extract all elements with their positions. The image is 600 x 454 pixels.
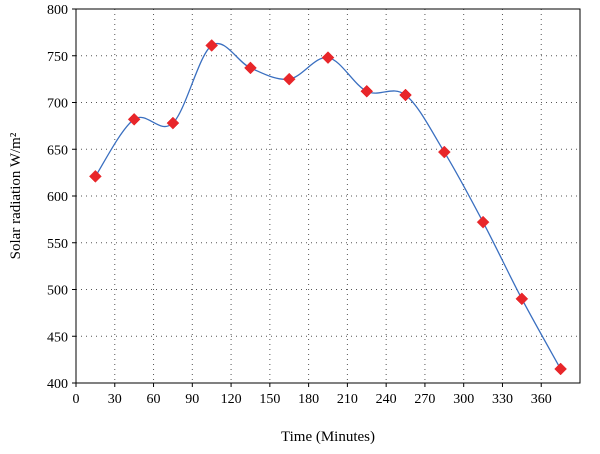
y-tick-label: 600 bbox=[47, 190, 68, 205]
x-tick-label: 180 bbox=[298, 392, 319, 407]
y-tick-label: 800 bbox=[47, 3, 68, 18]
y-tick-label: 700 bbox=[47, 97, 68, 112]
x-tick-label: 300 bbox=[453, 392, 474, 407]
x-tick-label: 60 bbox=[147, 392, 161, 407]
data-point-marker bbox=[166, 116, 180, 130]
x-tick-label: 270 bbox=[414, 392, 435, 407]
y-tick-label: 500 bbox=[47, 284, 68, 299]
x-tick-label: 150 bbox=[259, 392, 280, 407]
y-tick-label: 450 bbox=[47, 330, 68, 345]
data-point-marker bbox=[89, 170, 102, 183]
x-tick-label: 90 bbox=[185, 392, 199, 407]
x-tick-label: 0 bbox=[73, 392, 80, 407]
y-axis-title: Solar radiation W/m² bbox=[8, 132, 24, 259]
data-point-marker bbox=[360, 84, 374, 98]
data-point-marker bbox=[399, 88, 412, 102]
x-tick-label: 210 bbox=[337, 392, 358, 407]
y-tick-label: 750 bbox=[47, 50, 68, 65]
x-tick-label: 30 bbox=[108, 392, 122, 407]
x-tick-label: 240 bbox=[376, 392, 397, 407]
data-point-marker bbox=[321, 51, 335, 64]
series bbox=[89, 39, 567, 376]
x-tick-label: 120 bbox=[221, 392, 242, 407]
data-point-marker bbox=[437, 145, 451, 159]
data-point-marker bbox=[476, 215, 490, 229]
axis-ticks: 0 30 60 90 120 150 180 210 240 270 300 330 360 400 450… bbox=[47, 3, 552, 407]
y-tick-label: 550 bbox=[47, 237, 68, 252]
grid bbox=[76, 9, 580, 383]
data-point-marker bbox=[244, 61, 257, 75]
data-point-marker bbox=[127, 112, 141, 126]
data-point-marker bbox=[515, 292, 529, 306]
series-line bbox=[94, 42, 562, 370]
x-tick-label: 360 bbox=[531, 392, 552, 407]
y-tick-label: 650 bbox=[47, 143, 68, 158]
y-tick-label: 400 bbox=[47, 377, 68, 392]
data-point-marker bbox=[282, 72, 296, 86]
x-axis-title: Time (Minutes) bbox=[281, 429, 375, 445]
x-tick-label: 330 bbox=[492, 392, 513, 407]
data-point-marker bbox=[554, 362, 567, 376]
data-point-marker bbox=[205, 39, 219, 52]
